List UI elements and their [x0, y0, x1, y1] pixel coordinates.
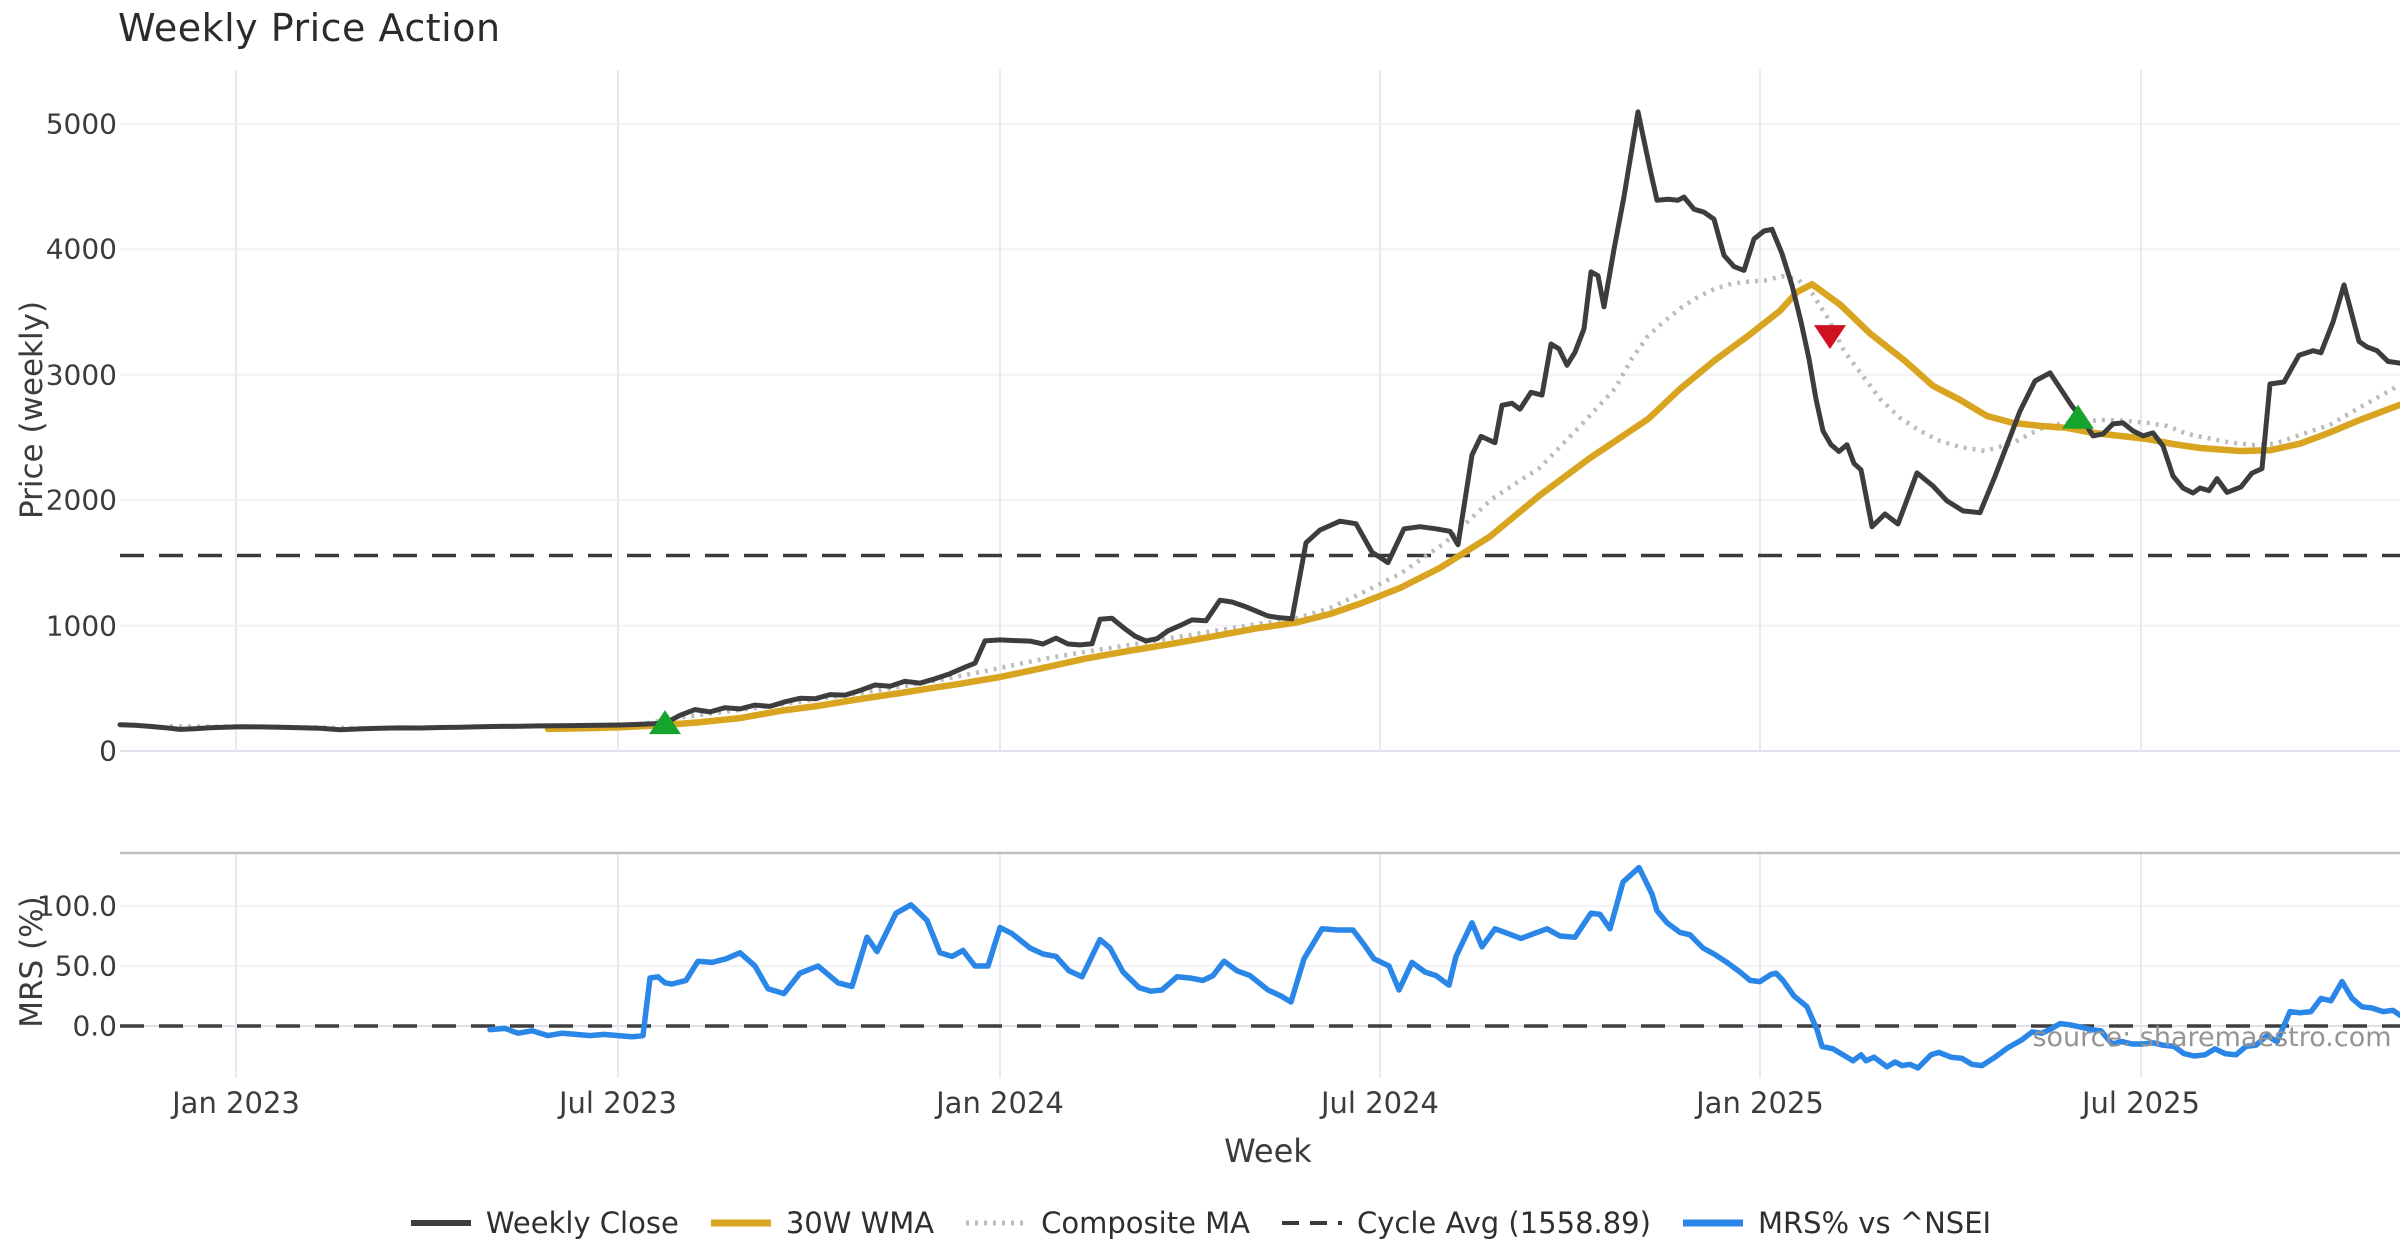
buy-marker-icon: [2062, 404, 2094, 429]
x-tick: Jan 2023: [172, 1086, 300, 1120]
legend-swatch-icon: [1282, 1221, 1342, 1225]
legend-swatch-icon: [710, 1219, 771, 1227]
x-tick: Jul 2025: [2081, 1086, 2201, 1120]
legend-item-weekly-close: Weekly Close: [409, 1206, 679, 1240]
x-tick: Jul 2024: [1320, 1086, 1440, 1120]
sell-marker-icon: [1814, 325, 1846, 350]
price-ytick: 3000: [45, 358, 117, 392]
price-axis-label: Price (weekly): [14, 300, 50, 520]
legend-item-30w-wma: 30W WMA: [709, 1206, 934, 1240]
buy-marker-icon: [649, 710, 681, 735]
legend-item-composite-ma: Composite MA: [964, 1206, 1250, 1240]
series-weekly-close: [117, 109, 2400, 733]
price-ytick: 2000: [45, 483, 117, 517]
mrs-ytick: 100.0: [36, 889, 117, 923]
x-axis-label: Week: [1224, 1132, 1312, 1170]
mrs-ytick: 0.0: [72, 1009, 117, 1043]
chart-legend: Weekly Close 30W WMA Composite MA Cycle Avg…: [0, 1206, 2400, 1240]
legend-label: Weekly Close: [485, 1206, 679, 1240]
x-tick: Jan 2024: [936, 1086, 1064, 1120]
legend-swatch-icon: [966, 1220, 1027, 1226]
price-ytick: 1000: [45, 609, 117, 643]
legend-label: MRS% vs ^NSEI: [1757, 1206, 1992, 1240]
legend-item-cycle-avg-1558-89-: Cycle Avg (1558.89): [1280, 1206, 1651, 1240]
series-30w-wma: [544, 280, 2400, 733]
mrs-ytick: 50.0: [54, 949, 117, 983]
series-mrs-vs-nsei: [487, 864, 2400, 1071]
legend-swatch-icon: [1682, 1219, 1743, 1227]
source-watermark: source: sharemaestro.com: [2032, 1022, 2392, 1053]
price-ytick: 0: [99, 734, 117, 768]
legend-item-mrs-vs-nsei: MRS% vs ^NSEI: [1681, 1206, 1991, 1240]
legend-label: Cycle Avg (1558.89): [1357, 1206, 1651, 1240]
x-tick: Jan 2025: [1696, 1086, 1824, 1120]
legend-label: 30W WMA: [785, 1206, 935, 1240]
legend-label: Composite MA: [1041, 1206, 1250, 1240]
series-composite-ma: [169, 273, 2400, 731]
legend-swatch-icon: [410, 1220, 471, 1226]
price-ytick: 4000: [45, 232, 117, 266]
x-tick: Jul 2023: [558, 1086, 678, 1120]
price-ytick: 5000: [45, 107, 117, 141]
chart-title: Weekly Price Action: [118, 6, 501, 50]
